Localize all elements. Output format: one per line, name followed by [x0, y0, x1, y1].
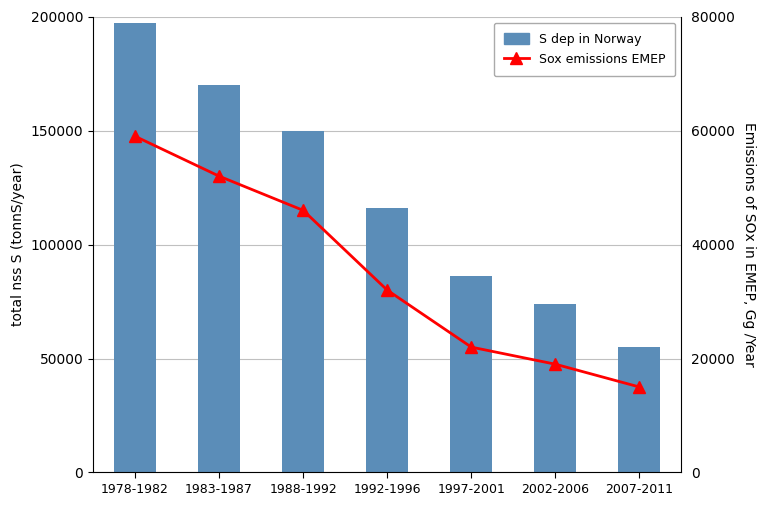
Bar: [618, 347, 660, 473]
Sox emissions EMEP: [298, 207, 308, 213]
Sox emissions EMEP: [466, 344, 476, 350]
Sox emissions EMEP: [383, 287, 392, 293]
Bar: [114, 23, 156, 473]
Bar: [282, 131, 324, 473]
Sox emissions EMEP: [551, 361, 560, 367]
Y-axis label: Emissions of SOx in EMEP, Gg /Year: Emissions of SOx in EMEP, Gg /Year: [742, 122, 756, 367]
Line: Sox emissions EMEP: Sox emissions EMEP: [129, 130, 646, 393]
Sox emissions EMEP: [635, 384, 644, 390]
Sox emissions EMEP: [130, 133, 140, 139]
Legend: S dep in Norway, Sox emissions EMEP: S dep in Norway, Sox emissions EMEP: [494, 23, 675, 77]
Bar: [535, 304, 576, 473]
Y-axis label: total nss S (tonnS/year): total nss S (tonnS/year): [11, 163, 25, 327]
Bar: [450, 276, 492, 473]
Bar: [366, 208, 408, 473]
Bar: [198, 85, 240, 473]
Sox emissions EMEP: [215, 173, 224, 179]
